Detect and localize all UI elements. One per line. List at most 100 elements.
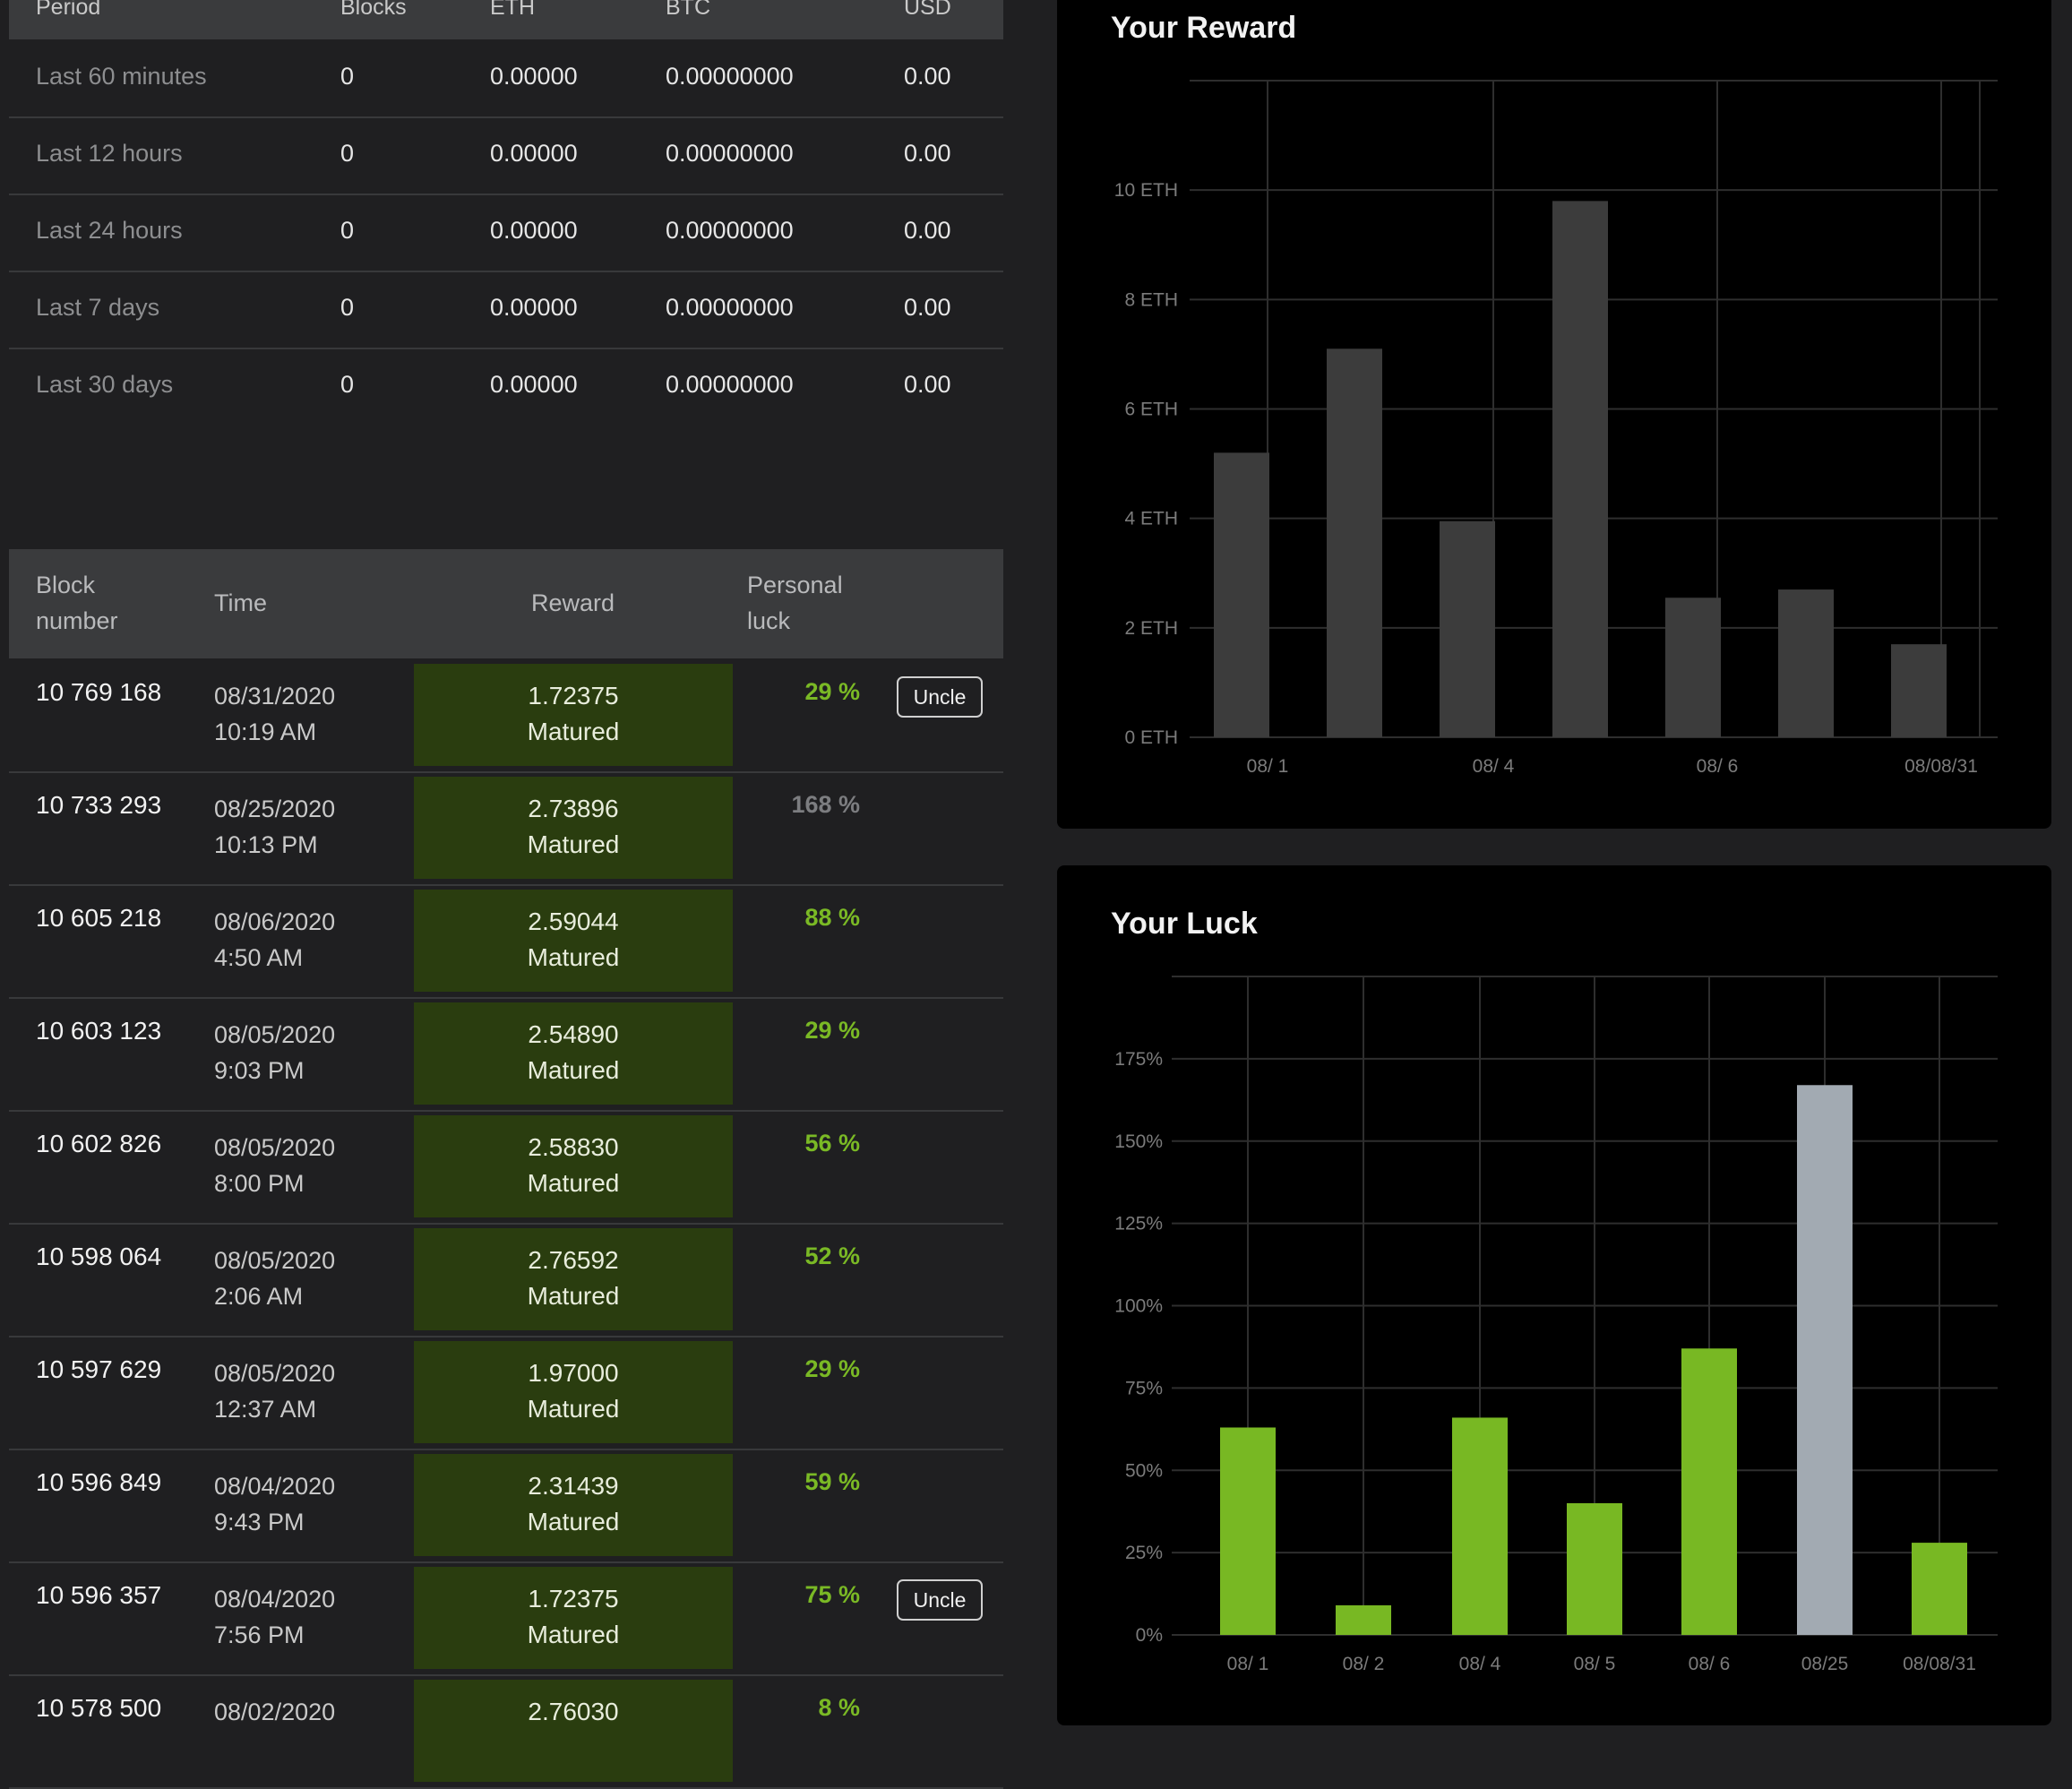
- reward-amount: 2.59044: [528, 907, 619, 935]
- x-tick-label: 08/ 5: [1574, 1654, 1616, 1674]
- btc-cell: 0.00000000: [666, 294, 794, 321]
- block-time: 08/06/2020 4:50 AM: [214, 904, 335, 976]
- y-tick-label: 4 ETH: [1124, 509, 1178, 529]
- btc-cell: 0.00000000: [666, 217, 794, 244]
- block-time: 08/05/2020 9:03 PM: [214, 1017, 335, 1088]
- block-row: 10 602 826 08/05/2020 8:00 PM 2.58830 Mature…: [9, 1110, 1003, 1225]
- personal-luck: 29 %: [804, 678, 860, 705]
- block-time: 08/05/2020 2:06 AM: [214, 1243, 335, 1314]
- usd-cell: 0.00: [904, 217, 951, 244]
- block-time: 08/02/2020: [214, 1694, 335, 1730]
- uncle-badge-button[interactable]: Uncle: [897, 676, 983, 718]
- period-cell: Last 60 minutes: [36, 63, 207, 90]
- reward-status: Matured: [527, 1169, 620, 1197]
- block-number[interactable]: 10 605 218: [36, 904, 162, 932]
- reward-bar: [1552, 201, 1608, 738]
- reward-status: Matured: [527, 1508, 620, 1535]
- block-clock: 9:03 PM: [214, 1057, 305, 1084]
- reward-bar: [1440, 520, 1495, 737]
- reward-bar: [1327, 348, 1382, 737]
- block-row: 10 597 629 08/05/2020 12:37 AM 1.97000 Matur…: [9, 1336, 1003, 1450]
- reward-cell: 2.76592 Matured: [414, 1228, 733, 1330]
- luck-chart-title: Your Luck: [1111, 907, 1258, 941]
- uncle-badge-button[interactable]: Uncle: [897, 1579, 983, 1621]
- block-number[interactable]: 10 578 500: [36, 1694, 162, 1722]
- x-tick-label: 08/ 4: [1459, 1654, 1501, 1674]
- luck-bar: [1797, 1085, 1853, 1635]
- block-clock: 10:13 PM: [214, 831, 318, 858]
- reward-bar: [1214, 452, 1269, 737]
- period-cell: Last 24 hours: [36, 217, 183, 244]
- x-tick-label: 08/ 1: [1227, 1654, 1269, 1674]
- blocks-cell: 0: [340, 140, 355, 167]
- summary-row: Last 7 days 0 0.00000 0.00000000 0.00: [9, 271, 1003, 349]
- eth-cell: 0.00000: [490, 217, 578, 244]
- block-number[interactable]: 10 596 357: [36, 1581, 162, 1609]
- reward-status: Matured: [527, 1282, 620, 1310]
- block-clock: 12:37 AM: [214, 1396, 317, 1423]
- reward-bar: [1891, 644, 1947, 737]
- y-tick-label: 75%: [1125, 1378, 1163, 1398]
- header-personal-luck: Personal luck: [747, 567, 843, 639]
- x-tick-label: 08/08/31: [1903, 1654, 1976, 1674]
- block-number[interactable]: 10 733 293: [36, 791, 162, 819]
- summary-header: Period Blocks ETH BTC USD: [9, 0, 1003, 39]
- block-date: 08/05/2020: [214, 1021, 336, 1048]
- block-row: 10 596 357 08/04/2020 7:56 PM 1.72375 Mature…: [9, 1561, 1003, 1676]
- block-clock: 2:06 AM: [214, 1283, 304, 1310]
- y-tick-label: 175%: [1114, 1049, 1163, 1070]
- block-row: 10 603 123 08/05/2020 9:03 PM 2.54890 Mature…: [9, 997, 1003, 1112]
- block-date: 08/05/2020: [214, 1360, 336, 1387]
- reward-chart-panel: Your Reward 0 ETH 2 ETH 4 ETH 6 ETH 8 ETH 10 …: [1057, 0, 2051, 829]
- block-number[interactable]: 10 597 629: [36, 1355, 162, 1383]
- period-cell: Last 30 days: [36, 371, 174, 398]
- personal-luck: 56 %: [804, 1130, 860, 1157]
- left-column: Period Blocks ETH BTC USD Last 60 minute…: [9, 0, 1003, 1789]
- reward-amount: 1.97000: [528, 1359, 619, 1387]
- btc-cell: 0.00000000: [666, 63, 794, 90]
- block-number[interactable]: 10 603 123: [36, 1017, 162, 1045]
- block-time: 08/05/2020 12:37 AM: [214, 1355, 335, 1427]
- reward-cell: 2.73896 Matured: [414, 777, 733, 879]
- period-cell: Last 12 hours: [36, 140, 183, 167]
- luck-bar: [1912, 1543, 1967, 1635]
- block-date: 08/05/2020: [214, 1247, 336, 1274]
- block-time: 08/04/2020 7:56 PM: [214, 1581, 335, 1653]
- reward-status: Matured: [527, 943, 620, 971]
- eth-cell: 0.00000: [490, 371, 578, 398]
- block-time: 08/25/2020 10:13 PM: [214, 791, 335, 863]
- y-tick-label: 25%: [1125, 1543, 1163, 1563]
- reward-amount: 1.72375: [528, 1585, 619, 1613]
- block-number[interactable]: 10 598 064: [36, 1243, 162, 1270]
- header-btc: BTC: [666, 0, 710, 20]
- reward-status: Matured: [527, 1056, 620, 1084]
- summary-row: Last 60 minutes 0 0.00000 0.00000000 0.0…: [9, 39, 1003, 118]
- usd-cell: 0.00: [904, 371, 951, 398]
- usd-cell: 0.00: [904, 63, 951, 90]
- header-usd: USD: [904, 0, 951, 20]
- block-row: 10 596 849 08/04/2020 9:43 PM 2.31439 Mature…: [9, 1449, 1003, 1563]
- block-number[interactable]: 10 602 826: [36, 1130, 162, 1157]
- block-number[interactable]: 10 769 168: [36, 678, 162, 706]
- reward-cell: 2.31439 Matured: [414, 1454, 733, 1556]
- luck-chart-panel: Your Luck 0% 25% 50% 75% 100% 125% 150% 175% 08/…: [1057, 865, 2051, 1725]
- block-time: 08/05/2020 8:00 PM: [214, 1130, 335, 1201]
- reward-bar: [1778, 589, 1834, 737]
- blocks-cell: 0: [340, 294, 355, 321]
- luck-bar: [1681, 1348, 1737, 1635]
- reward-cell: 2.76030: [414, 1680, 733, 1782]
- y-tick-label: 10 ETH: [1114, 180, 1178, 201]
- luck-chart: 0% 25% 50% 75% 100% 125% 150% 175% 08/ 1 08/ 2 08/…: [1114, 976, 1998, 1674]
- y-tick-label: 50%: [1125, 1460, 1163, 1481]
- block-clock: 9:43 PM: [214, 1509, 305, 1535]
- block-time: 08/31/2020 10:19 AM: [214, 678, 335, 750]
- reward-amount: 2.31439: [528, 1472, 619, 1500]
- personal-luck: 59 %: [804, 1468, 860, 1495]
- block-date: 08/05/2020: [214, 1134, 336, 1161]
- reward-cell: 1.97000 Matured: [414, 1341, 733, 1443]
- personal-luck: 168 %: [791, 791, 860, 818]
- y-tick-label: 6 ETH: [1124, 400, 1178, 420]
- x-tick-label: 08/ 2: [1343, 1654, 1385, 1674]
- x-tick-label: 08/ 6: [1697, 756, 1739, 777]
- block-number[interactable]: 10 596 849: [36, 1468, 162, 1496]
